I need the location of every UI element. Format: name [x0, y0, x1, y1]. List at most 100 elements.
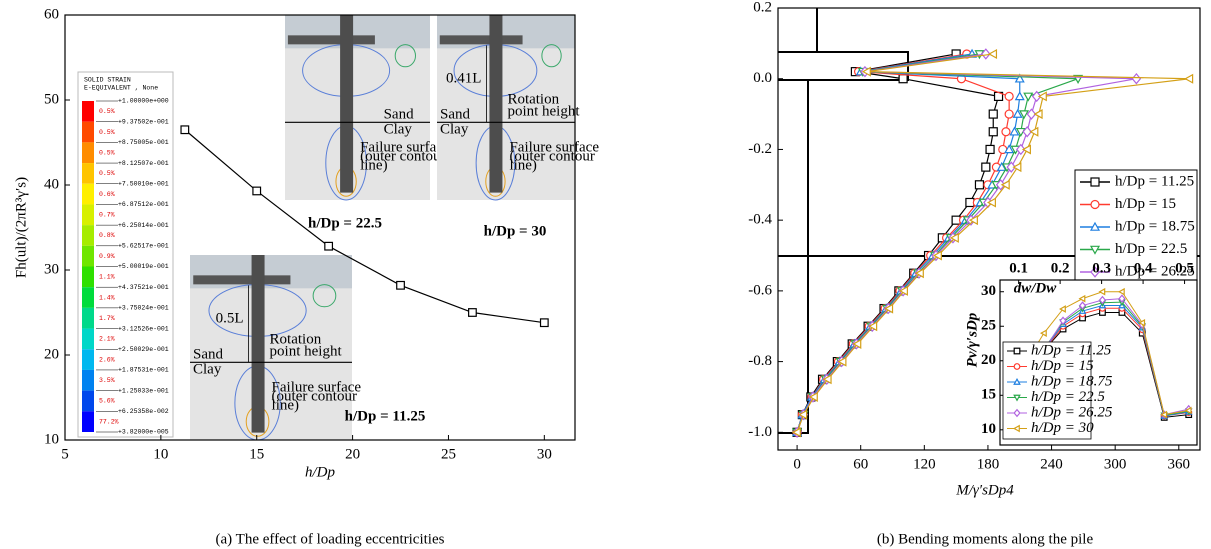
marker [1131, 72, 1142, 85]
clay-label: Clay [384, 122, 413, 138]
color-band [82, 163, 94, 184]
marker [1012, 108, 1023, 118]
pile-cap [439, 35, 523, 45]
marker [468, 308, 477, 317]
marker [1118, 294, 1126, 303]
pile [340, 15, 354, 193]
marker [951, 215, 961, 225]
marker [868, 321, 878, 332]
x-tick-label: 30 [537, 446, 552, 462]
x-tick-label: 360 [1168, 456, 1191, 472]
y-tick-label: 20 [981, 352, 996, 368]
y-tick-label: 15 [981, 387, 996, 403]
y-tick-label: -0.6 [748, 282, 772, 298]
color-band [82, 390, 94, 412]
y-tick-label: -0.2 [748, 141, 772, 157]
inset-label: h/Dp = 22.5 [308, 215, 382, 231]
x-tick-label: 300 [1104, 456, 1127, 472]
percent-label: 2.6% [99, 356, 115, 363]
color-band [82, 266, 94, 288]
marker [1021, 144, 1031, 155]
percent-label: 5.6% [99, 398, 115, 405]
marker [986, 197, 996, 208]
marker [1090, 177, 1100, 187]
marker [1089, 221, 1101, 231]
marker [1013, 347, 1021, 355]
marker [1098, 287, 1106, 296]
marker [861, 66, 871, 77]
color-band [82, 142, 94, 164]
level-label: +8.75005e-001 [118, 139, 169, 146]
caption-b: (b) Bending moments along the pile [877, 531, 1094, 547]
marker [988, 48, 998, 59]
y-tick-label: 30 [44, 261, 59, 277]
x-tick-label: 0.2 [1051, 260, 1070, 276]
marker [1001, 127, 1011, 137]
x-tick-label: 5 [61, 446, 69, 462]
inset-label: h/Dp = 11.25 [345, 408, 426, 424]
percent-label: 3.5% [99, 377, 115, 384]
percent-label: 0.6% [99, 191, 115, 198]
level-label: +5.00019e-001 [118, 263, 169, 270]
inset-label: h/Dp = 30 [484, 223, 547, 239]
marker [1031, 90, 1042, 103]
marker [1184, 406, 1192, 415]
marker [1018, 110, 1030, 120]
marker [1013, 408, 1021, 418]
y-tick-label: 0.2 [753, 0, 772, 15]
marker [324, 241, 334, 251]
legend-label: h/Dp = 15 [1115, 196, 1176, 212]
pile [251, 255, 265, 433]
x-tick-label: 180 [977, 456, 1000, 472]
marker [884, 303, 894, 314]
marker [798, 409, 808, 420]
color-band [82, 369, 94, 391]
x-tick-label: 120 [913, 456, 936, 472]
clay-label: Clay [193, 362, 222, 378]
marker [1033, 109, 1043, 120]
y-tick-label: 20 [44, 346, 59, 362]
marker [1090, 266, 1100, 278]
level-label: +2.50029e-001 [118, 346, 169, 353]
marker [985, 144, 995, 155]
level-label: +7.50010e-001 [118, 180, 169, 187]
percent-label: 0.5% [99, 170, 115, 177]
sand-label: Sand [193, 347, 224, 363]
y-tick-label: 10 [44, 431, 59, 447]
legend-label: h/Dp = 15 [1031, 358, 1094, 374]
marker [1138, 318, 1146, 327]
marker [1012, 424, 1020, 433]
marker [808, 391, 818, 402]
legend-label: h/Dp = 26.25 [1115, 263, 1195, 279]
marker [396, 280, 405, 290]
legend-label: h/Dp = 18.75 [1115, 218, 1195, 234]
y-tick-label: 30 [981, 283, 996, 299]
height-label: 0.5L [216, 310, 244, 326]
marker [1029, 126, 1039, 137]
legend-title: E-EQUIVALENT , None [84, 85, 158, 92]
x-tick-label: 0.4 [1134, 260, 1153, 276]
y-tick-label: 50 [44, 91, 59, 107]
marker [852, 338, 862, 349]
failure-label: (outer contour [509, 149, 594, 165]
contour [312, 284, 337, 308]
marker [1013, 394, 1021, 402]
legend-label: h/Dp = 30 [1031, 420, 1094, 436]
percent-label: 0.5% [99, 149, 115, 156]
color-band [82, 101, 94, 122]
marker [1016, 143, 1026, 156]
marker [1009, 126, 1020, 136]
color-band [82, 204, 94, 226]
x-tick-label: 15 [249, 446, 264, 462]
percent-label: 0.5% [99, 108, 115, 115]
marker [1014, 73, 1025, 83]
marker [949, 232, 959, 243]
x-tick-label: 20 [345, 446, 360, 462]
marker [1004, 144, 1015, 154]
percent-label: 1.4% [99, 294, 115, 301]
failure-label: line) [272, 398, 300, 414]
level-label: +6.25358e-002 [118, 408, 169, 415]
marker [974, 180, 985, 190]
percent-label: 2.1% [99, 336, 115, 343]
